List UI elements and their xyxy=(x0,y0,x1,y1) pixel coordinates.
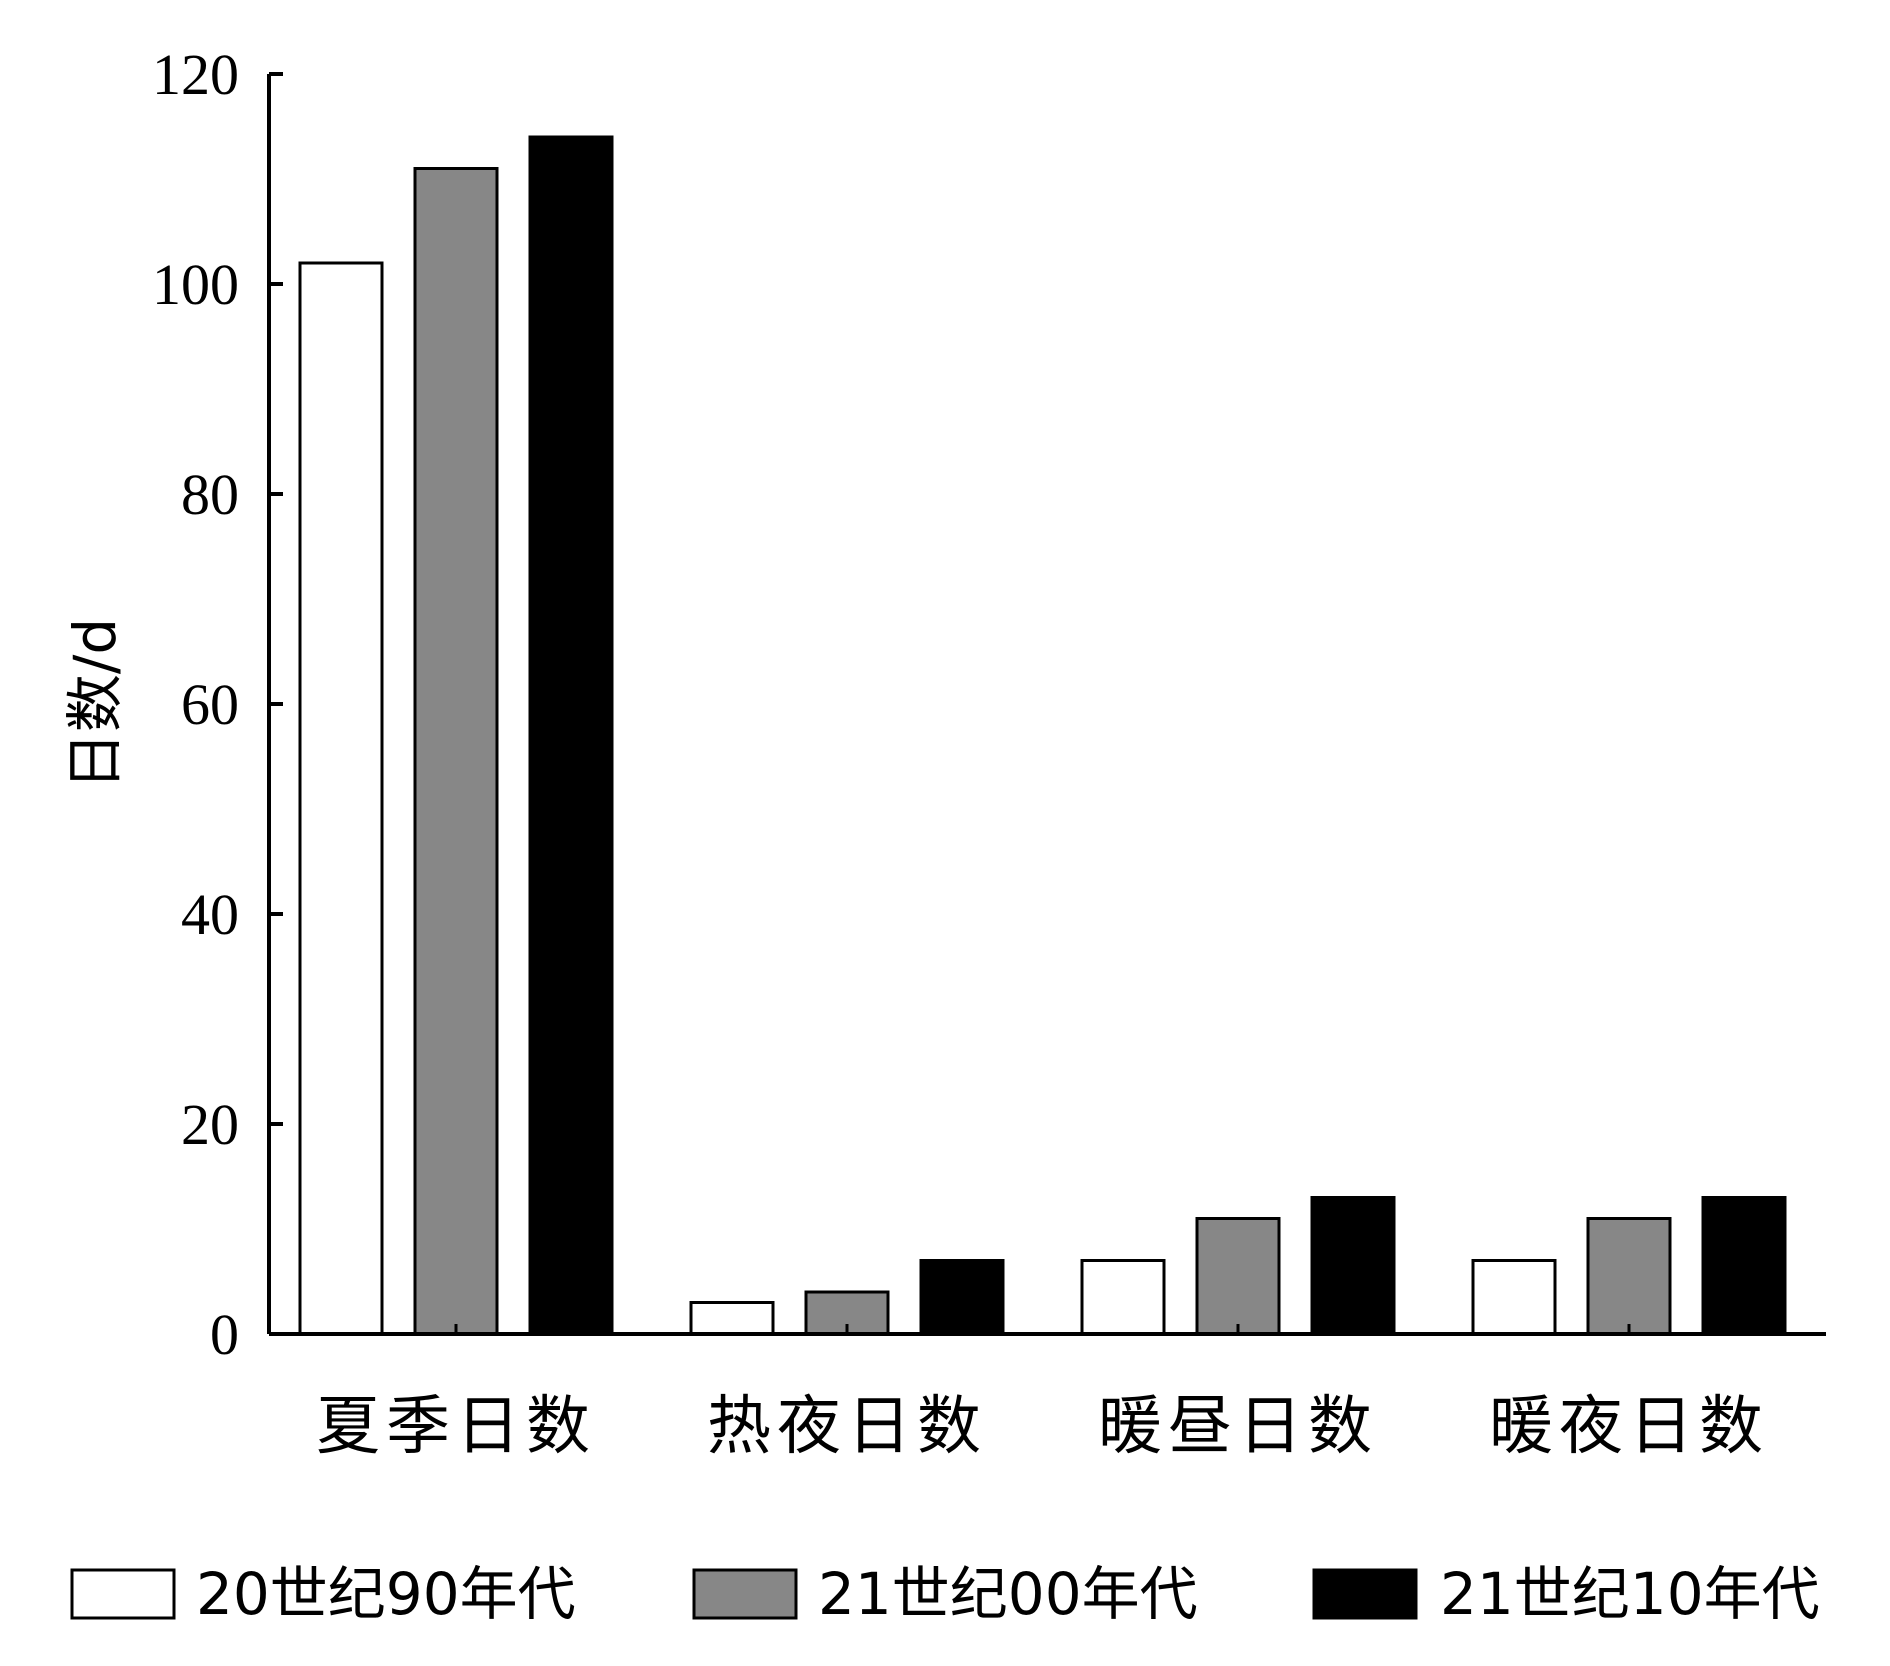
legend-label-1: 20世纪90年代 xyxy=(196,1560,576,1628)
legend-label-2: 21世纪00年代 xyxy=(818,1560,1198,1628)
bar-2-series-1 xyxy=(689,1301,775,1336)
bar-3-series-1 xyxy=(1080,1259,1166,1336)
bar-4-series-1 xyxy=(1471,1259,1557,1336)
legend-swatch-3 xyxy=(1312,1568,1418,1620)
bar-1-series-3 xyxy=(528,135,614,1336)
legend: 20世纪90年代 21世纪00年代 21世纪10年代 xyxy=(70,1560,1820,1628)
axes-layer xyxy=(267,74,1826,1336)
bar-3-series-2 xyxy=(1195,1217,1281,1336)
legend-label-3: 21世纪10年代 xyxy=(1440,1560,1820,1628)
y-tick-label: 100 xyxy=(152,252,239,317)
category-label: 暖夜日数 xyxy=(1489,1390,1769,1464)
category-label: 暖昼日数 xyxy=(1098,1390,1378,1464)
category-label: 夏季日数 xyxy=(316,1390,596,1464)
y-tick-label: 40 xyxy=(181,882,239,947)
category-label: 热夜日数 xyxy=(707,1390,987,1464)
category-labels: 夏季日数 热夜日数 暖昼日数 暖夜日数 xyxy=(316,1390,1769,1464)
y-tick-label: 80 xyxy=(181,462,239,527)
y-axis-title: 日数/d xyxy=(61,618,129,790)
y-tick-label: 20 xyxy=(181,1092,239,1157)
bar-2-series-3 xyxy=(919,1259,1005,1336)
y-tick-label: 120 xyxy=(152,42,239,107)
legend-swatch-2 xyxy=(692,1568,798,1620)
y-ticks: 0 20 40 60 80 100 120 xyxy=(152,42,283,1367)
x-ticks xyxy=(454,1324,1631,1334)
legend-swatch-1 xyxy=(70,1568,176,1620)
y-tick-label: 0 xyxy=(210,1302,239,1367)
bar-1-series-2 xyxy=(413,167,499,1336)
bar-4-series-2 xyxy=(1586,1217,1672,1336)
bar-4-series-3 xyxy=(1701,1196,1787,1336)
y-tick-label: 60 xyxy=(181,672,239,737)
bar-1-series-1 xyxy=(298,261,384,1336)
bars-layer xyxy=(298,135,1787,1336)
bar-3-series-3 xyxy=(1310,1196,1396,1336)
